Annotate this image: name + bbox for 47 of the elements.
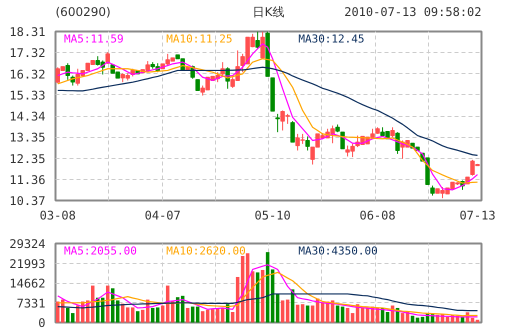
- text: MA10:11.25: [166, 32, 232, 46]
- bar: [460, 317, 464, 322]
- text: 2010-07-13 09:58:02: [344, 5, 482, 20]
- y-tick-label: 14.34: [9, 110, 46, 124]
- line-series: [57, 264, 478, 318]
- bar: [186, 308, 190, 322]
- bar: [290, 289, 294, 322]
- candlestick: [290, 120, 295, 143]
- bar: [260, 270, 264, 322]
- y-tick-label: 17.32: [9, 46, 46, 60]
- text: MA30:12.45: [298, 32, 365, 46]
- x-tick-label: 06-08: [360, 208, 396, 222]
- series-label: MA5:11.59: [64, 32, 124, 46]
- text: MA30:4350.00: [298, 244, 378, 258]
- chart-subtitle: 日K线: [252, 5, 284, 20]
- candlestick: [260, 32, 265, 60]
- y-tick-label: 11.36: [9, 172, 46, 187]
- candlestick: [305, 136, 310, 151]
- text: MA10:2620.00: [166, 244, 246, 258]
- line-series: [57, 272, 478, 316]
- y-tick-label: 21993: [9, 256, 46, 271]
- y-tick-label: 18.31: [9, 25, 46, 39]
- candlestick: [430, 185, 435, 196]
- y-tick-label: 12.35: [9, 152, 46, 166]
- candlestick: [255, 32, 260, 50]
- y-tick-label: 13.35: [9, 130, 46, 145]
- line-series: [57, 293, 478, 312]
- y-tick-label: 29324: [9, 237, 46, 251]
- y-tick-label: 16.32: [9, 67, 46, 82]
- candlestick: [195, 79, 200, 91]
- x-tick-label: 07-13: [459, 208, 496, 222]
- y-tick-label: 10.37: [9, 194, 46, 208]
- candlestick: [390, 126, 395, 138]
- y-tick-label: 15.33: [9, 88, 46, 102]
- bar: [136, 311, 140, 322]
- line-series: [57, 66, 478, 156]
- y-tick-label: 0: [38, 316, 46, 330]
- x-tick-label: 04-07: [144, 208, 181, 222]
- text: MA5:2055.00: [64, 244, 137, 258]
- bar: [256, 272, 260, 322]
- bar: [306, 306, 310, 322]
- x-tick-label: 03-08: [40, 208, 76, 222]
- x-tick-label: 05-10: [254, 208, 291, 222]
- y-tick-label: 7331: [16, 296, 46, 310]
- y-tick-label: 14662: [9, 276, 46, 290]
- chart-title: (600290): [56, 5, 111, 20]
- candlestick: [275, 113, 280, 133]
